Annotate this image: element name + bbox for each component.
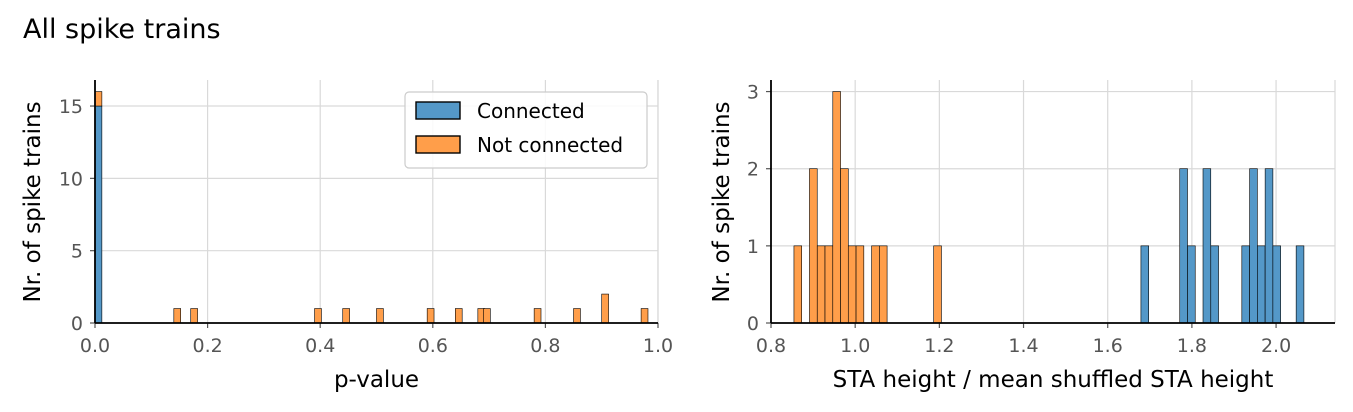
bar-not-connected [793,245,803,324]
y-tick-label: 1 [747,236,759,258]
legend-box [404,91,648,169]
x-tick-label: 1.4 [1008,335,1038,357]
x-tick-label: 1.8 [1177,335,1207,357]
bar-not-connected [483,308,491,324]
bar-connected [1272,245,1281,324]
x-tick-label: 0.8 [756,335,786,357]
y-tick-label: 15 [59,96,83,118]
x-tick-label: 0.6 [418,335,448,357]
bar-connected [1202,168,1212,324]
bar-not-connected [809,168,818,324]
x-tick-label: 0.0 [80,335,110,357]
y-tick-label: 2 [747,159,759,181]
bar-not-connected [832,91,841,324]
bar-not-connected [190,308,198,324]
chart-2 [766,80,1336,328]
x-tick-label: 0.8 [530,335,560,357]
bar-connected [1140,245,1149,324]
x-tick-label: 2.0 [1261,335,1291,357]
y-tick-label: 0 [747,313,759,335]
bar-connected [94,105,103,324]
bar-not-connected [847,245,857,324]
bar-connected [1264,168,1274,324]
bar-not-connected [824,245,834,324]
bar-not-connected [376,308,384,324]
y-tick-label: 0 [71,313,83,335]
x-tick-label: 0.2 [192,335,222,357]
bar-not-connected [840,168,849,324]
bar-not-connected [173,308,181,324]
legend-swatch-connected [415,101,461,120]
bar-connected [1179,168,1188,324]
x-tick-label: 1.0 [643,335,673,357]
legend-label: Not connected [477,133,623,157]
bar-connected [1295,245,1305,324]
y-tick-label: 10 [59,168,83,190]
x-tick-label: 1.0 [840,335,870,357]
legend-swatch-not-connected [415,135,461,154]
bar-not-connected [601,293,609,324]
chart-1: Connected Not connected [90,80,659,328]
y-axis-label: Nr. of spike trains [709,101,735,302]
bar-not-connected [933,245,942,324]
bar-not-connected [342,308,350,324]
bar-connected [1241,245,1250,324]
x-tick-label: 1.6 [1093,335,1123,357]
bar-not-connected [573,308,581,324]
bar-connected [1210,245,1219,324]
y-tick-label: 3 [747,82,759,104]
bar-not-connected [871,245,880,324]
x-axis-label: STA height / mean shuffled STA height [833,367,1274,393]
y-tick-label: 5 [71,241,83,263]
bar-connected [1257,245,1266,324]
bar-not-connected [816,245,826,324]
bar-not-connected [94,91,103,107]
x-tick-label: 0.4 [305,335,335,357]
bar-not-connected [314,308,322,324]
figure-title: All spike trains [23,14,221,45]
x-axis-label: p-value [334,367,419,393]
legend: Connected Not connected [404,91,648,169]
bar-connected [1187,245,1196,324]
y-axis-label: Nr. of spike trains [20,101,46,302]
bar-not-connected [533,308,542,324]
bar-connected [1249,168,1258,324]
x-tick-label: 1.2 [924,335,954,357]
bar-not-connected [855,245,865,324]
bar-not-connected [640,308,649,324]
bar-not-connected [455,308,463,324]
legend-label: Connected [477,99,585,123]
bar-not-connected [426,308,435,324]
bar-not-connected [879,245,888,324]
